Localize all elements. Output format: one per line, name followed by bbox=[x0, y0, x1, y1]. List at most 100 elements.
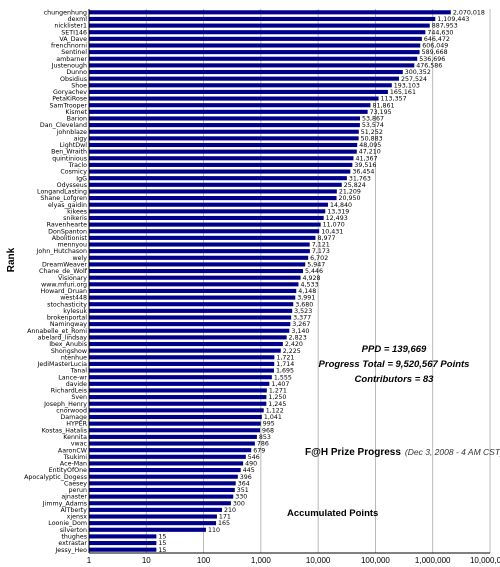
bar bbox=[89, 215, 324, 221]
category-label: DreamWeaver bbox=[42, 262, 87, 269]
bar bbox=[89, 507, 223, 512]
category-label: Obsidius bbox=[60, 76, 87, 83]
data-label: 48,095 bbox=[359, 142, 381, 149]
data-label: 1,555 bbox=[274, 374, 292, 381]
category-label: Ace-Man bbox=[60, 461, 87, 468]
data-label: 2,823 bbox=[289, 334, 307, 341]
data-label: 744,630 bbox=[427, 29, 453, 36]
data-label: 15 bbox=[158, 540, 166, 547]
data-label: 10,431 bbox=[321, 228, 343, 235]
data-label: 4,148 bbox=[298, 288, 316, 295]
category-label: johnblaze bbox=[56, 129, 87, 136]
data-label: 853 bbox=[259, 434, 271, 441]
bar bbox=[89, 428, 261, 433]
category-label: HYPER bbox=[66, 421, 87, 428]
category-label: nicklister1 bbox=[54, 23, 87, 30]
category-label: Annabelle_et_Romi bbox=[27, 328, 87, 335]
data-label: 81,861 bbox=[372, 102, 394, 109]
bar bbox=[89, 487, 235, 493]
data-label: 50,883 bbox=[361, 135, 383, 142]
category-label: Abolitionist bbox=[52, 235, 88, 242]
x-tick-label: 1,000,000 bbox=[415, 556, 451, 565]
data-label: 171 bbox=[219, 514, 231, 521]
data-label: 330 bbox=[235, 494, 247, 501]
category-label: ambarner bbox=[56, 56, 87, 63]
x-tick-label: 1 bbox=[87, 556, 92, 565]
category-label: west448 bbox=[60, 295, 87, 302]
annotation-ppd: PPD = 139,669 bbox=[362, 344, 427, 355]
bar bbox=[89, 10, 451, 15]
bar bbox=[89, 242, 310, 247]
category-label: Tanal bbox=[70, 368, 88, 375]
data-label: 53,574 bbox=[362, 122, 384, 129]
category-label: Jessy_Heo bbox=[54, 547, 87, 554]
data-label: 300 bbox=[233, 500, 245, 507]
data-label: 3,523 bbox=[294, 308, 312, 315]
category-label: Shongshow bbox=[51, 348, 87, 355]
data-label: 110 bbox=[208, 527, 220, 534]
bar bbox=[89, 348, 281, 353]
bar bbox=[89, 56, 418, 61]
bar bbox=[89, 229, 320, 234]
category-label: Jimmy_Adams bbox=[42, 500, 87, 507]
data-label: 364 bbox=[238, 480, 250, 487]
bar bbox=[89, 63, 415, 68]
category-label: AaronCW bbox=[58, 447, 88, 454]
bar bbox=[89, 461, 244, 466]
bar bbox=[89, 249, 310, 254]
category-label: IgG bbox=[76, 175, 87, 182]
bar bbox=[89, 494, 234, 499]
bar bbox=[89, 23, 430, 28]
data-label: 39,516 bbox=[354, 162, 376, 169]
bar bbox=[89, 454, 246, 459]
data-label: 53,867 bbox=[362, 116, 384, 123]
data-label: 546 bbox=[248, 454, 260, 461]
bar bbox=[89, 268, 304, 274]
bar bbox=[89, 322, 291, 327]
data-label: 1,245 bbox=[268, 401, 286, 408]
category-label: Shane_Lofgren bbox=[40, 195, 87, 202]
data-label: 646,472 bbox=[424, 36, 450, 43]
bar bbox=[89, 527, 206, 532]
bar bbox=[89, 414, 262, 420]
bar bbox=[89, 375, 272, 380]
data-label: 786 bbox=[257, 441, 269, 448]
category-label: Sven bbox=[71, 394, 87, 401]
data-label: 25,824 bbox=[344, 182, 366, 189]
data-label: 5,947 bbox=[307, 262, 325, 269]
category-label: Barion bbox=[67, 116, 87, 123]
category-label: Shoe bbox=[71, 82, 87, 89]
category-label: Namingway bbox=[50, 321, 87, 328]
bar bbox=[89, 262, 306, 267]
data-label: 2,420 bbox=[285, 341, 303, 348]
annotation-contributors: Contributors = 83 bbox=[355, 374, 435, 385]
chart-title-main: F@H Prize Progress bbox=[305, 447, 401, 458]
category-label: elyas_gaidin bbox=[48, 202, 87, 209]
bar bbox=[89, 355, 275, 360]
category-label: kikees bbox=[67, 208, 87, 215]
bar bbox=[89, 136, 359, 141]
bar bbox=[89, 116, 361, 121]
bar bbox=[89, 335, 287, 340]
data-label: 351 bbox=[237, 487, 249, 494]
category-label: John_Hutchason bbox=[36, 248, 87, 255]
data-label: 41,367 bbox=[355, 155, 377, 162]
data-label: 20,950 bbox=[339, 195, 361, 202]
data-label: 6,702 bbox=[310, 255, 328, 262]
bar bbox=[89, 43, 421, 48]
category-label: stochasticity bbox=[47, 301, 87, 308]
data-label: 47,210 bbox=[359, 149, 381, 156]
category-label: ntenhue bbox=[61, 354, 87, 361]
data-label: 210 bbox=[224, 507, 236, 514]
bar bbox=[89, 209, 326, 214]
category-label: Cosmicy bbox=[60, 169, 87, 176]
category-label: Dan_Cleveland bbox=[40, 122, 87, 129]
data-label: 3,140 bbox=[291, 328, 309, 335]
category-label: Sentinel bbox=[61, 49, 87, 56]
category-label: chungenhung bbox=[44, 9, 87, 16]
category-label: RichardLeis bbox=[51, 388, 87, 395]
bar bbox=[89, 50, 420, 55]
data-label: 21,209 bbox=[339, 189, 361, 196]
bar bbox=[89, 282, 299, 287]
bar bbox=[89, 401, 267, 406]
